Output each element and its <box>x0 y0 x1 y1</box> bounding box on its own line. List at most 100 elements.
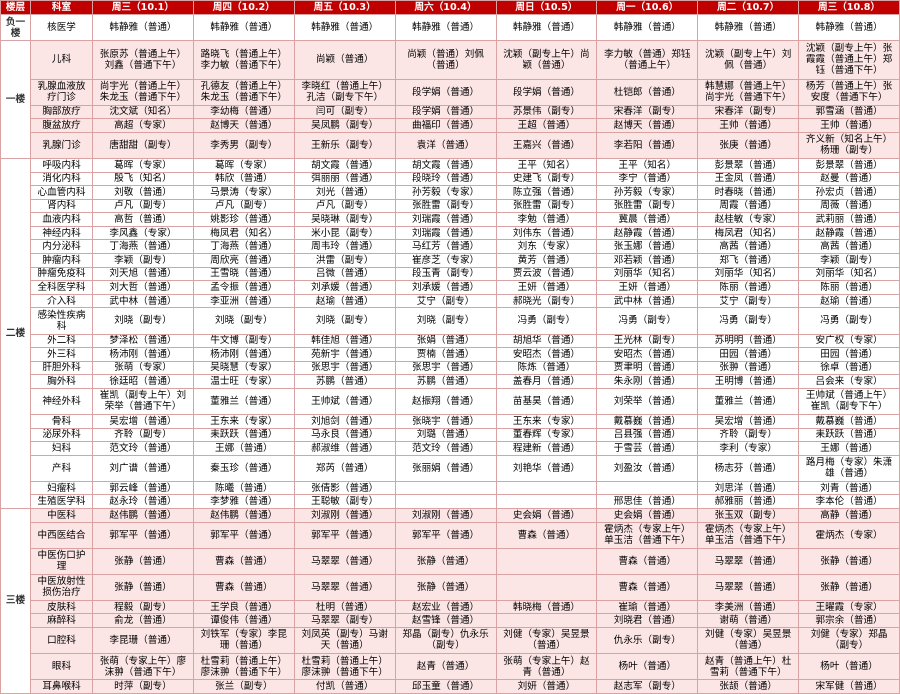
doctor-cell: 张翀（普通） <box>697 360 800 376</box>
doctor-cell: 陈曦（普通） <box>192 480 295 496</box>
row: 骨科 吴宏增（普通） 王东来（专家） 刘旭剑（普通） 张晓宇（普通） 王东来（专家） 戴慕巍… <box>1 413 900 429</box>
department-cell: 神经内科 <box>30 225 93 241</box>
doctor-cell: 陈炼（普通） <box>495 360 598 376</box>
doctor-cell: 张丽娟（普通） <box>394 454 497 482</box>
row: 全科医学科 刘大哲（普通） 孟令振（普通） 刘承媛（普通） 刘承媛（普通） 王妍（普通）王… <box>1 280 900 295</box>
doctor-cell: 刘思洋（普通） <box>697 480 800 496</box>
doctor-cell: 孙芳毅（专家） <box>394 185 497 200</box>
header-cell: 周六（10.4） <box>394 0 497 15</box>
doctor-cell: 张静（普通） <box>394 573 497 601</box>
department-cell: 中医伤口护理 <box>30 547 93 575</box>
doctor-cell: 张静（普通） <box>394 547 497 575</box>
row: 泌尿外科 齐聆（副专） 耒跃跃（普通） 马永良（普通） 刘璐（普通） 董春辉（专家） 吕县强… <box>1 427 900 443</box>
doctor-cell: 沈颖（副专上午）刘佩（普通） <box>697 40 800 80</box>
row: 腹盆放疗 高超（专家） 赵博天（普通） 吴凤鹏（副专） 曲福印（普通） 王超（普通） 赵博天… <box>1 118 900 133</box>
row: 肝胆外科 张萌（专家） 吴晓慧（专家） 张思宇（普通） 张思宇（普通） 陈炼（普通） 贾聿明… <box>1 360 900 376</box>
doctor-cell: 董雅兰（普通） <box>192 387 295 415</box>
doctor-cell: 付凯（普通） <box>293 679 396 694</box>
row: 乳腺血液放疗门诊 尚宇光（普通上午）朱龙玉（普通下午） 孔德友（普通上午）朱龙玉（普… <box>1 78 900 106</box>
doctor-cell: 王嘉兴（普通） <box>495 131 598 159</box>
doctor-cell: 卢凡（副专） <box>92 198 194 214</box>
doctor-cell: 李若阳（普通） <box>596 131 699 159</box>
department-cell: 皮肤科 <box>30 599 93 615</box>
header-cell: 周二（10.7） <box>697 0 800 15</box>
doctor-cell: 刘敬（普通） <box>92 185 194 200</box>
doctor-cell: 赵雪锋（普通） <box>394 613 497 628</box>
doctor-cell: 卢凡（副专） <box>293 198 396 214</box>
doctor-cell: 韩静雅（普通） <box>697 13 800 42</box>
doctor-cell: 郑晶（副专）仇永乐（副专） <box>394 626 497 655</box>
doctor-cell: 赵志军（副专） <box>596 679 699 694</box>
department-cell: 外三科 <box>30 347 93 362</box>
doctor-cell: 赵青（普通） <box>394 652 497 681</box>
doctor-cell: 张静（普通） <box>798 573 900 601</box>
doctor-cell: 刘瑞霞（普通） <box>394 212 497 227</box>
doctor-cell: 刘晓（副专） <box>394 307 497 335</box>
floor-cell: 一楼 <box>0 40 31 159</box>
doctor-cell: 邢思佳（普通） <box>596 494 699 509</box>
doctor-cell: 彭景翠（普通） <box>697 157 800 173</box>
doctor-cell: 郝雅丽（普通） <box>697 494 800 509</box>
doctor-cell: 袁洋（普通） <box>394 131 497 159</box>
doctor-cell: 邓若颖（普通） <box>596 253 699 268</box>
doctor-cell: 杨叶（普通） <box>798 652 900 681</box>
doctor-cell: 张胜雷（副专） <box>596 198 699 214</box>
doctor-cell: 郝淑维（普通） <box>293 441 396 456</box>
doctor-cell: 霍炳杰（专家上午）单玉洁（普通下午） <box>697 521 800 549</box>
department-cell: 胸外科 <box>30 374 93 389</box>
department-cell: 泌尿外科 <box>30 427 93 443</box>
doctor-cell: 王妍（普通） <box>495 280 598 295</box>
doctor-cell: 张玉双（副专） <box>697 507 800 523</box>
doctor-cell: 耒跃跃（普通） <box>192 427 295 443</box>
doctor-cell: 李美洲（普通） <box>697 599 800 615</box>
doctor-cell: 曹森（普通） <box>495 521 598 549</box>
department-cell: 眼科 <box>30 652 93 681</box>
doctor-cell: 赵振翔（普通） <box>394 387 497 415</box>
doctor-cell: 刘瑞霞（普通） <box>394 225 497 241</box>
doctor-cell: 戴慕巍（普通） <box>798 413 900 429</box>
doctor-cell: 唐甜甜（副专） <box>92 131 194 159</box>
doctor-cell: 程建新（普通） <box>495 441 598 456</box>
department-cell: 生殖医学科 <box>30 494 93 509</box>
floor-cell: 负一楼 <box>0 13 31 42</box>
empty-cell <box>495 547 598 575</box>
doctor-cell: 张静（普通） <box>92 547 194 575</box>
doctor-cell: 耒跃跃（普通） <box>798 427 900 443</box>
doctor-cell: 刘荣举（普通） <box>596 387 699 415</box>
row: 妇科 范文玲（普通） 王娜（普通） 郝淑维（普通） 范文玲（普通） 程建新（普通） 于雪芸（… <box>1 441 900 456</box>
doctor-cell: 葛晖（专家） <box>92 157 194 173</box>
doctor-cell: 郝晓光（副专） <box>495 293 598 309</box>
doctor-cell: 张萌（专家上午）赵青（普通） <box>495 652 598 681</box>
doctor-cell: 程毅（副专） <box>92 599 194 615</box>
doctor-cell: 安广权（专家） <box>798 333 900 349</box>
doctor-cell: 霍炳杰（专家上午）单玉洁（普通下午） <box>596 521 699 549</box>
doctor-cell: 赵伟鹏（普通） <box>192 507 295 523</box>
department-cell: 胸部放疗 <box>30 104 93 120</box>
doctor-cell: 杜明（普通） <box>293 599 396 615</box>
doctor-cell: 郭军平（普通） <box>394 521 497 549</box>
doctor-cell: 张颉（普通） <box>697 679 800 694</box>
doctor-cell: 董雅兰（普通） <box>697 387 800 415</box>
doctor-cell: 李梦雅（普通） <box>192 494 295 509</box>
doctor-cell: 刘天旭（普通） <box>92 266 194 282</box>
doctor-cell: 王学良（普通） <box>192 599 295 615</box>
department-cell: 中医放射性损伤治疗 <box>30 573 93 601</box>
doctor-cell: 沈颖（副专上午）尚颖（普通） <box>495 40 598 80</box>
doctor-cell: 殷飞（知名） <box>92 171 194 187</box>
doctor-cell: 李晓红（普通上午）孔洁（副专下午） <box>293 78 396 106</box>
doctor-cell: 韩静雅（普通） <box>293 13 396 42</box>
doctor-cell: 刘淑刚（普通） <box>394 507 497 523</box>
doctor-cell: 武中林（普通） <box>596 293 699 309</box>
empty-cell <box>596 480 699 496</box>
doctor-cell: 孟令振（普通） <box>192 280 295 295</box>
row: 三楼 中医科 赵伟鹏（普通） 赵伟鹏（普通） 刘淑刚（普通） 刘淑刚（普通） 史会娟（普通）… <box>0 507 900 694</box>
doctor-cell: 艾宁（副专） <box>394 293 497 309</box>
doctor-cell: 刘光（普通） <box>293 185 396 200</box>
doctor-cell: 刘妍（普通） <box>495 679 598 694</box>
doctor-cell: 陈丽（普通） <box>697 280 800 295</box>
doctor-cell: 陈立强（普通） <box>495 185 598 200</box>
department-cell: 感染性疾病科 <box>30 307 93 335</box>
floor-cell: 二楼 <box>0 157 31 509</box>
doctor-cell: 王雪晓（普通） <box>192 266 295 282</box>
doctor-cell: 温士旺（专家） <box>192 374 295 389</box>
